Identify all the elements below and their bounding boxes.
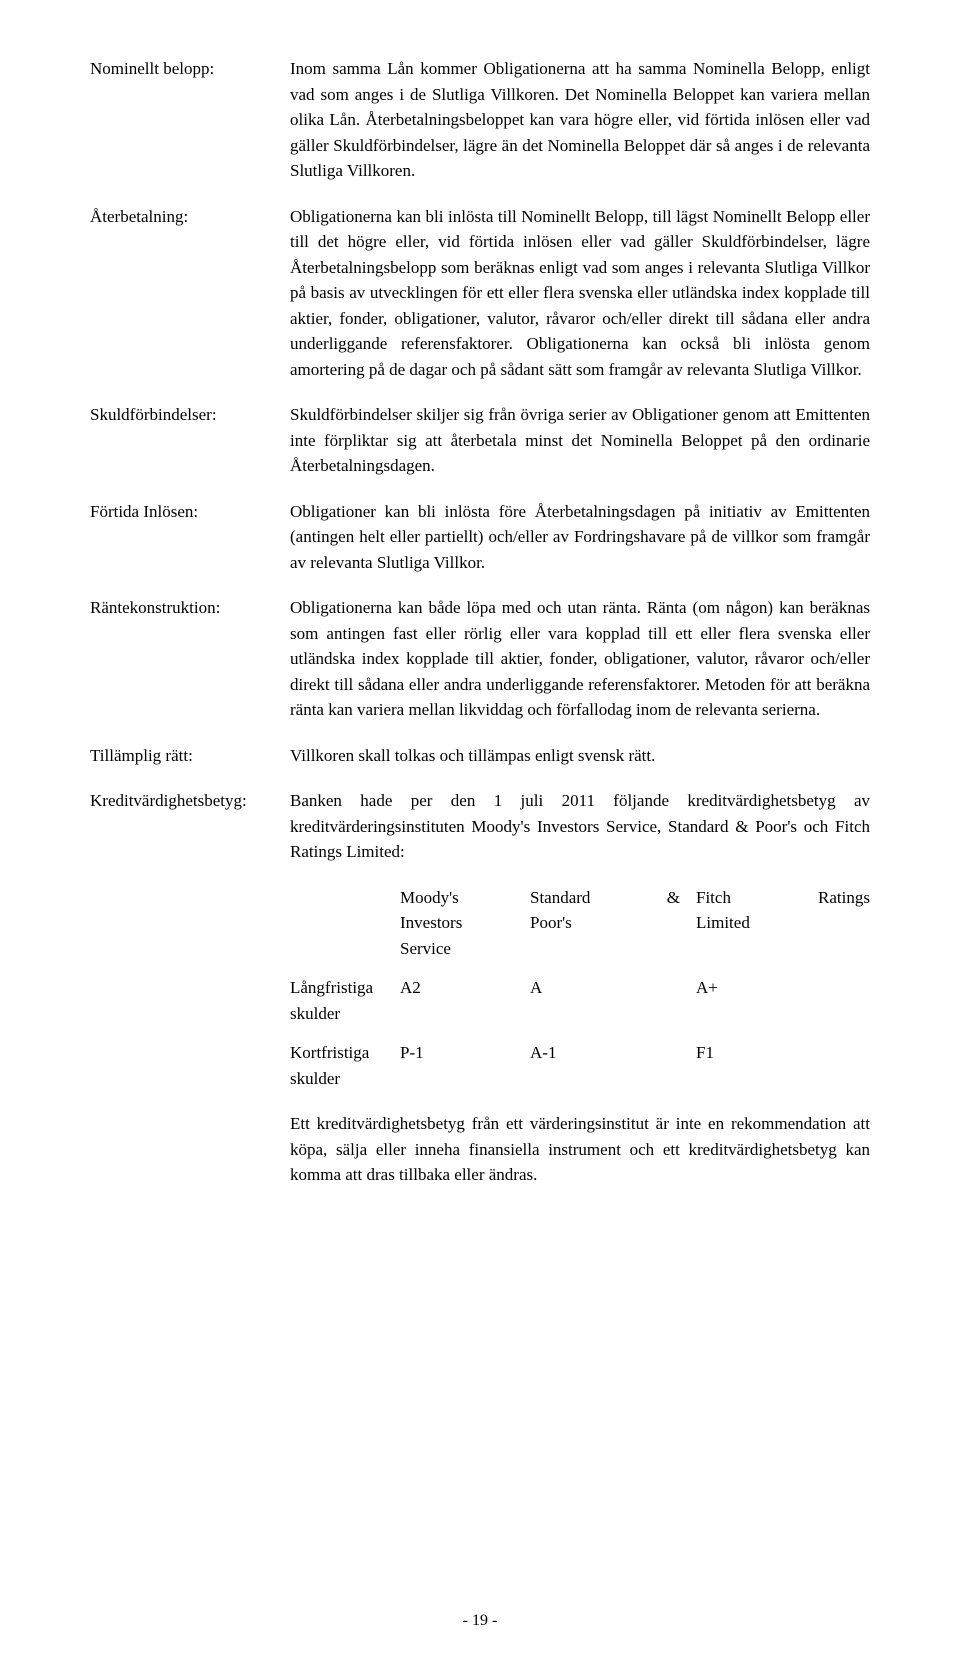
text: Kortfristiga: [290, 1043, 369, 1062]
ratings-cell: A+: [680, 975, 870, 1026]
ratings-note: Ett kreditvärdighetsbetyg från ett värde…: [290, 1111, 870, 1188]
row-label: Skuldförbindelser:: [90, 402, 290, 428]
row-content: Banken hade per den 1 juli 2011 följande…: [290, 788, 870, 1188]
row-label: Kreditvärdighetsbetyg:: [90, 788, 290, 814]
row-label: Nominellt belopp:: [90, 56, 290, 82]
ratings-cell: A: [530, 975, 680, 1026]
page: Nominellt belopp: Inom samma Lån kommer …: [0, 0, 960, 1660]
ratings-header-fitch: Fitch Limited Ratings: [680, 885, 870, 962]
row-content: Obligationerna kan bli inlösta till Nomi…: [290, 204, 870, 383]
row-tillamplig-ratt: Tillämplig rätt: Villkoren skall tolkas …: [90, 743, 870, 769]
row-skuldforbindelser: Skuldförbindelser: Skuldförbindelser ski…: [90, 402, 870, 479]
ratings-header: Moody's Investors Service Standard Poor'…: [290, 885, 870, 962]
ratings-header-sp: Standard Poor's &: [530, 885, 680, 962]
row-label: Förtida Inlösen:: [90, 499, 290, 525]
ratings-row-label: Kortfristiga skulder: [290, 1040, 400, 1091]
ratings-cell: F1: [680, 1040, 870, 1091]
ratings-row-long: Långfristiga skulder A2 A A+: [290, 975, 870, 1026]
ratings-cell: A-1: [530, 1040, 680, 1091]
row-content: Inom samma Lån kommer Obligationerna att…: [290, 56, 870, 184]
row-kreditvardighetsbetyg: Kreditvärdighetsbetyg: Banken hade per d…: [90, 788, 870, 1188]
row-fortida-inlosen: Förtida Inlösen: Obligationer kan bli in…: [90, 499, 870, 576]
text: Fitch: [696, 888, 731, 907]
text: Standard: [530, 888, 590, 907]
paragraph: Banken hade per den 1 juli 2011 följande…: [290, 788, 870, 865]
paragraph: Inom samma Lån kommer Obligationerna att…: [290, 56, 870, 184]
text: Investors: [400, 913, 462, 932]
row-content: Obligationerna kan både löpa med och uta…: [290, 595, 870, 723]
row-content: Villkoren skall tolkas och tillämpas enl…: [290, 743, 870, 769]
row-content: Obligationer kan bli inlösta före Återbe…: [290, 499, 870, 576]
text: Ratings: [818, 888, 870, 907]
ratings-row-short: Kortfristiga skulder P-1 A-1 F1: [290, 1040, 870, 1091]
text: skulder: [290, 1069, 340, 1088]
ratings-header-spacer: [290, 885, 400, 962]
row-label: Återbetalning:: [90, 204, 290, 230]
ratings-table: Moody's Investors Service Standard Poor'…: [290, 885, 870, 1092]
row-content: Skuldförbindelser skiljer sig från övrig…: [290, 402, 870, 479]
paragraph: Villkoren skall tolkas och tillämpas enl…: [290, 743, 870, 769]
page-footer: - 19 -: [0, 1612, 960, 1630]
text: Poor's: [530, 913, 572, 932]
ratings-row-label: Långfristiga skulder: [290, 975, 400, 1026]
row-aterbetalning: Återbetalning: Obligationerna kan bli in…: [90, 204, 870, 383]
paragraph: Obligationerna kan både löpa med och uta…: [290, 595, 870, 723]
ratings-cell: A2: [400, 975, 530, 1026]
paragraph: Skuldförbindelser skiljer sig från övrig…: [290, 402, 870, 479]
row-rantekonstruktion: Räntekonstruktion: Obligationerna kan bå…: [90, 595, 870, 723]
row-nominellt-belopp: Nominellt belopp: Inom samma Lån kommer …: [90, 56, 870, 184]
ratings-header-moodys: Moody's Investors Service: [400, 885, 530, 962]
ratings-cell: P-1: [400, 1040, 530, 1091]
text: Limited: [696, 913, 750, 932]
text: Service: [400, 939, 451, 958]
text: Långfristiga: [290, 978, 373, 997]
row-label: Räntekonstruktion:: [90, 595, 290, 621]
text: Moody's: [400, 888, 459, 907]
text: &: [667, 888, 680, 907]
row-label: Tillämplig rätt:: [90, 743, 290, 769]
paragraph: Obligationer kan bli inlösta före Återbe…: [290, 499, 870, 576]
paragraph: Obligationerna kan bli inlösta till Nomi…: [290, 204, 870, 383]
text: skulder: [290, 1004, 340, 1023]
